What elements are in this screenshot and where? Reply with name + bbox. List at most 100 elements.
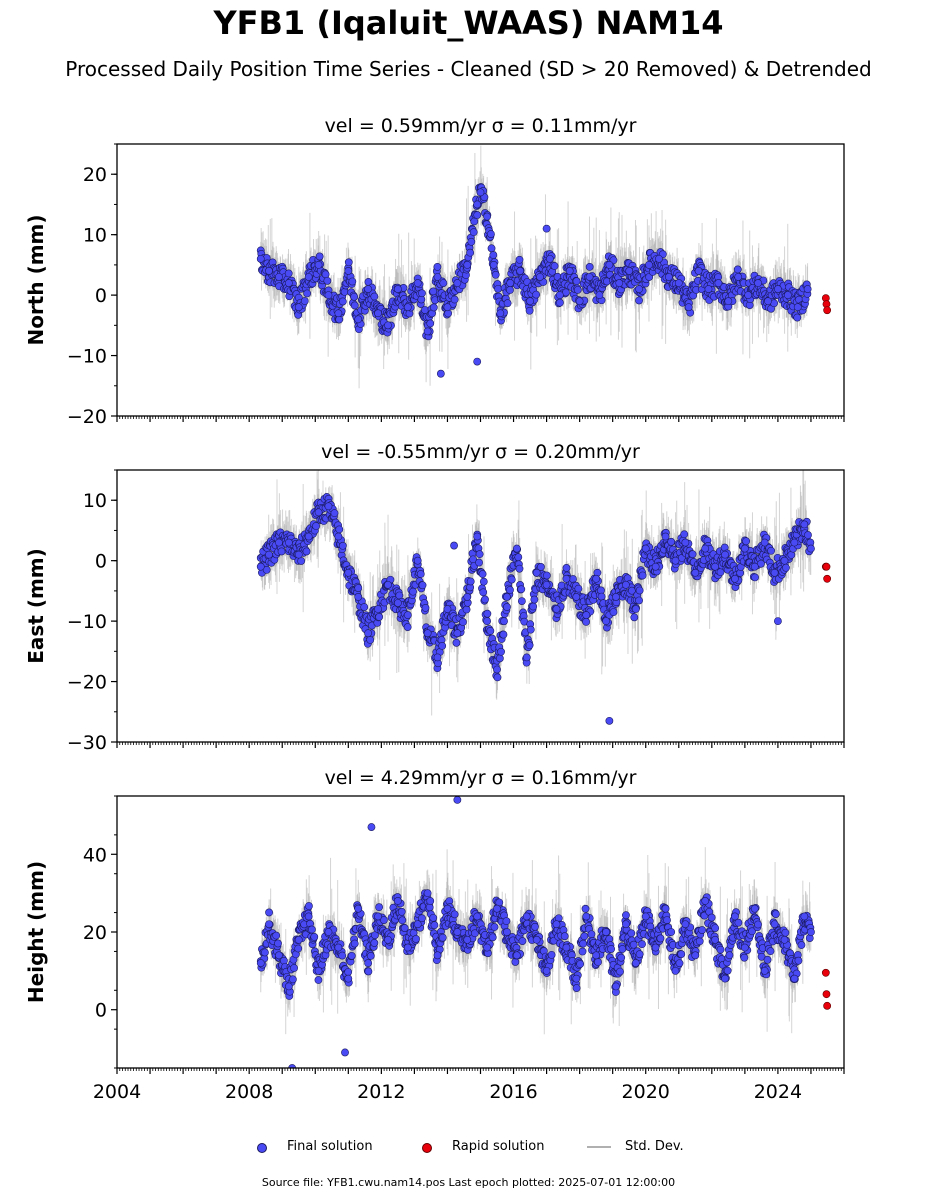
final-point (416, 570, 425, 578)
final-point (615, 279, 624, 287)
final-point (595, 291, 604, 300)
final-point (487, 244, 496, 253)
final-point (350, 301, 359, 310)
final-point (645, 260, 653, 269)
final-point (275, 273, 283, 281)
final-point (497, 647, 505, 656)
final-point (384, 580, 392, 589)
final-point (550, 262, 559, 270)
final-point (413, 279, 422, 287)
final-point (575, 297, 584, 306)
final-point (585, 273, 594, 281)
page-title: YFB1 (Iqaluit_WAAS) NAM14 (213, 4, 724, 42)
final-point (284, 279, 293, 287)
final-point (330, 509, 339, 518)
panel-title-velocity: vel = 0.59mm/yr (325, 115, 492, 137)
final-point-outlier (542, 224, 551, 233)
final-point (793, 313, 802, 322)
final-point (294, 303, 303, 312)
final-point (423, 629, 432, 638)
chart-canvas: −20 −10 0 10 20 vel = 0.59mm/yr σ = 0.11mm/yr… (24, 115, 845, 1103)
final-point (350, 292, 359, 301)
y-tick-label: −10 (67, 346, 107, 368)
final-point (638, 571, 647, 580)
final-point (635, 586, 644, 595)
final-point (403, 303, 412, 312)
y-tick-label: 20 (83, 164, 107, 186)
final-point (418, 581, 427, 590)
final-point (360, 603, 369, 611)
final-point (774, 285, 782, 293)
final-point (516, 267, 525, 275)
final-point (605, 260, 614, 269)
final-point (364, 285, 373, 293)
final-point (334, 532, 343, 541)
final-point (324, 291, 333, 300)
final-point (494, 284, 502, 293)
final-point (635, 285, 644, 293)
final-point (294, 550, 303, 559)
final-point (782, 563, 790, 572)
final-point (503, 299, 512, 308)
final-point (525, 641, 534, 650)
final-point (284, 538, 293, 547)
final-point (466, 577, 475, 586)
final-point (733, 265, 742, 274)
final-point (340, 287, 349, 296)
final-point (667, 537, 676, 546)
final-point (473, 211, 482, 219)
final-point (556, 298, 564, 307)
plot-area (256, 145, 832, 389)
final-point (323, 276, 332, 285)
final-point (344, 568, 353, 577)
final-point (433, 273, 442, 281)
stddev-bars (260, 145, 809, 389)
final-point (265, 267, 273, 275)
final-point (467, 237, 476, 246)
final-point (767, 546, 776, 555)
final-point (526, 297, 534, 306)
final-point (256, 562, 265, 571)
final-point (475, 550, 484, 559)
final-point (635, 296, 643, 305)
final-point (526, 625, 535, 634)
final-point (366, 635, 375, 644)
final-point (459, 618, 467, 626)
final-point (486, 626, 495, 635)
final-point-outlier (473, 357, 482, 366)
final-point (597, 592, 606, 601)
final-point (344, 258, 353, 267)
final-point (312, 522, 320, 530)
final-point (742, 537, 751, 546)
final-point (757, 559, 765, 568)
final-point (479, 577, 488, 586)
final-point (803, 285, 812, 293)
panel-title: vel = 0.59mm/yr σ = 0.11mm/yr (325, 115, 637, 137)
final-solution-cloud (256, 183, 812, 341)
final-point (393, 599, 402, 607)
final-point (684, 303, 693, 312)
final-point (275, 538, 283, 547)
final-point (321, 270, 330, 279)
final-point (532, 290, 541, 299)
final-point (463, 593, 472, 601)
plot-area (256, 470, 832, 725)
final-point (506, 286, 514, 294)
final-point (466, 248, 475, 257)
final-point (804, 531, 812, 539)
final-point (688, 550, 697, 559)
final-point (573, 285, 582, 294)
final-point (277, 547, 286, 556)
final-point (704, 285, 713, 293)
panel-1: −20 −10 0 10 20 vel = 0.59mm/yr σ = 0.11mm/yr… (24, 115, 845, 428)
final-point (734, 273, 743, 281)
final-point (582, 617, 591, 626)
final-point (724, 297, 733, 306)
final-point (506, 279, 515, 287)
final-point (262, 565, 271, 574)
final-point (335, 525, 344, 534)
final-point (517, 597, 526, 605)
y-axis-label: North (mm) (24, 214, 48, 345)
final-point (426, 319, 435, 328)
